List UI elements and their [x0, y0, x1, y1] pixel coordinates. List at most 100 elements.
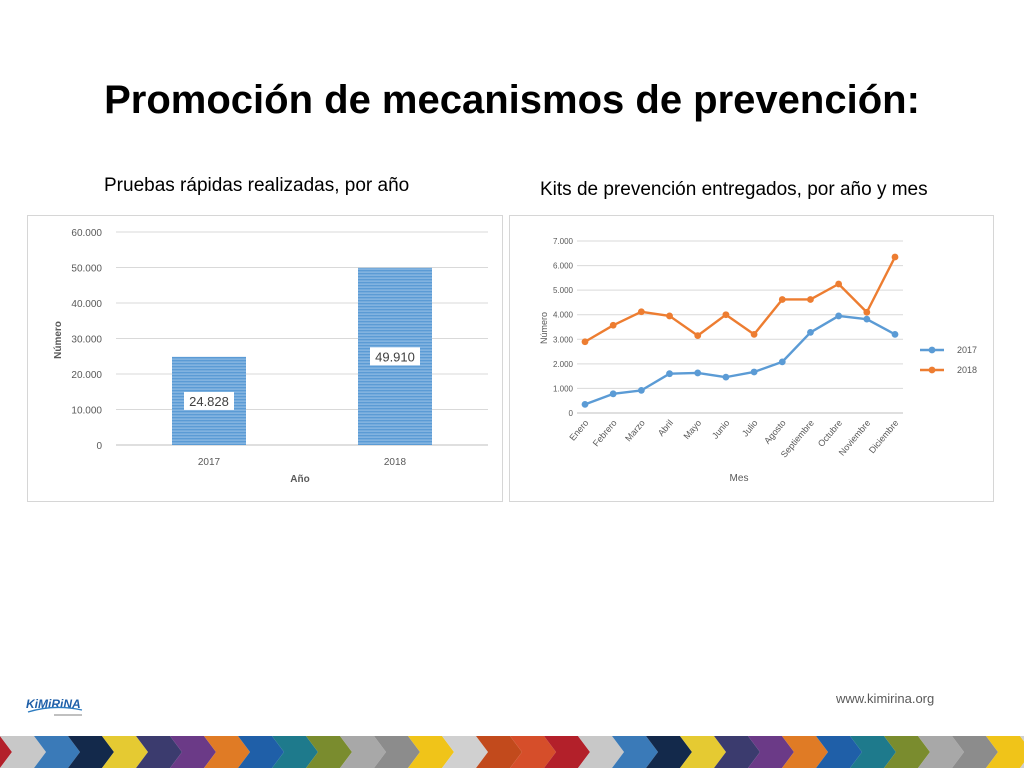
bar-x-axis-title: Año: [290, 474, 309, 485]
line-y-tick-label: 5.000: [553, 286, 574, 295]
line-y-tick-label: 1.000: [553, 384, 574, 393]
slide-title: Promoción de mecanismos de prevención:: [104, 78, 920, 122]
kimirina-logo: KiMiRiNA: [26, 697, 83, 716]
legend-swatch-marker: [928, 366, 936, 374]
line-y-axis-title: Número: [539, 312, 549, 344]
chevron-stripe: [986, 736, 1024, 768]
series-point-2017: [637, 386, 645, 394]
line-x-tick-label: Julio: [740, 418, 760, 439]
bar-y-tick-label: 10.000: [71, 406, 102, 417]
logo-swoosh-icon: [27, 706, 83, 713]
line-chart-frame: 0 1.000 2.000 3.000 4.000 5.000 6.000 7.000 Ene…: [509, 215, 994, 502]
legend-label: 2018: [957, 365, 977, 375]
bar-y-tick-label: 60.000: [71, 228, 102, 239]
series-point-2018: [637, 308, 645, 316]
chevron-stripe: [136, 736, 182, 768]
series-point-2017: [694, 369, 702, 377]
chevron-stripe: [884, 736, 930, 768]
line-y-tick-label: 6.000: [553, 262, 574, 271]
bar-chart: 0 10.000 20.000 30.000 40.000 50.000 60.000 20…: [53, 228, 488, 485]
line-y-tick-label: 0: [569, 409, 574, 418]
bar-chart-frame: 0 10.000 20.000 30.000 40.000 50.000 60.000 20…: [27, 215, 503, 502]
bar-x-tick-label: 2017: [198, 457, 221, 468]
bar-y-tick-label: 30.000: [71, 335, 102, 346]
chevron-stripe: [714, 736, 760, 768]
chevron-stripe: [816, 736, 862, 768]
bar-data-label: 24.828: [189, 394, 229, 409]
line-x-axis-title: Mes: [730, 473, 749, 484]
series-line-2018: [584, 256, 897, 343]
chevron-stripe: [646, 736, 692, 768]
chevron-stripe: [544, 736, 590, 768]
series-point-2017: [835, 312, 843, 320]
chevron-stripe: [918, 736, 964, 768]
chevron-stripe: [510, 736, 556, 768]
chevron-stripe: [476, 736, 522, 768]
bar-y-axis-title: Número: [53, 321, 64, 359]
series-point-2018: [609, 321, 617, 329]
chevron-stripe: [34, 736, 80, 768]
line-x-tick-label: Junio: [710, 418, 731, 441]
chevron-stripe: [238, 736, 284, 768]
line-x-tick-label: Mayo: [681, 418, 703, 441]
line-x-tick-label: Febrero: [591, 418, 619, 449]
line-x-tick-label: Diciembre: [867, 418, 901, 455]
chevron-stripe: [306, 736, 352, 768]
series-point-2018: [666, 312, 673, 320]
line-y-tick-label: 3.000: [553, 335, 574, 344]
series-point-2018: [722, 311, 730, 319]
line-chart-title: Kits de prevención entregados, por año y…: [540, 179, 928, 200]
legend-label: 2017: [957, 345, 977, 355]
bar-chart-title: Pruebas rápidas realizadas, por año: [104, 175, 410, 196]
series-point-2018: [863, 308, 871, 316]
series-point-2017: [891, 330, 899, 338]
chevron-stripe: [272, 736, 318, 768]
chevron-stripe: [204, 736, 250, 768]
chevron-stripe: [952, 736, 998, 768]
bar-x-tick-label: 2018: [384, 457, 407, 468]
bar-data-label-box: [370, 347, 420, 366]
line-x-tick-label: Octubre: [816, 418, 844, 449]
chevron-stripe: [170, 736, 216, 768]
bar-y-tick-label: 0: [96, 441, 102, 452]
series-point-2018: [807, 296, 814, 303]
chevron-stripe: [374, 736, 420, 768]
series-point-2017: [722, 373, 730, 381]
chevron-stripe: [612, 736, 658, 768]
line-x-tick-label: Enero: [567, 418, 590, 443]
series-point-2017: [750, 368, 758, 376]
chevron-stripe: [68, 736, 114, 768]
chevron-stripe: [442, 736, 488, 768]
line-y-tick-label: 4.000: [553, 311, 574, 320]
line-y-tick-label: 7.000: [553, 237, 574, 246]
series-point-2018: [694, 332, 702, 339]
bar-y-tick-label: 40.000: [71, 299, 102, 310]
chevron-band: [0, 736, 1024, 768]
line-chart: 0 1.000 2.000 3.000 4.000 5.000 6.000 7.000 Ene…: [539, 237, 977, 484]
chevron-stripe: [782, 736, 828, 768]
line-x-tick-label: Abril: [656, 418, 675, 438]
chevron-stripe: [408, 736, 454, 768]
line-y-tick-label: 2.000: [553, 360, 574, 369]
series-point-2018: [581, 338, 589, 346]
chevron-stripe: [0, 736, 46, 768]
legend-swatch-marker: [928, 346, 936, 354]
line-x-tick-label: Marzo: [623, 418, 647, 444]
series-point-2017: [666, 370, 673, 378]
chevron-stripe: [0, 736, 12, 768]
bar-y-tick-label: 50.000: [71, 264, 102, 275]
series-point-2017: [863, 315, 871, 323]
chevron-stripe: [340, 736, 386, 768]
chevron-stripe: [680, 736, 726, 768]
bar-data-label-box: [184, 391, 234, 410]
series-point-2017: [778, 358, 786, 366]
series-point-2017: [581, 401, 589, 408]
chevron-stripe: [850, 736, 896, 768]
chevron-stripe: [578, 736, 624, 768]
series-point-2017: [807, 329, 814, 336]
series-line-2017: [584, 314, 896, 406]
bar-data-label: 49.910: [375, 349, 415, 364]
logo-tagline-bar: [54, 714, 82, 716]
chevron-stripe: [748, 736, 794, 768]
bar-y-tick-label: 20.000: [71, 370, 102, 381]
